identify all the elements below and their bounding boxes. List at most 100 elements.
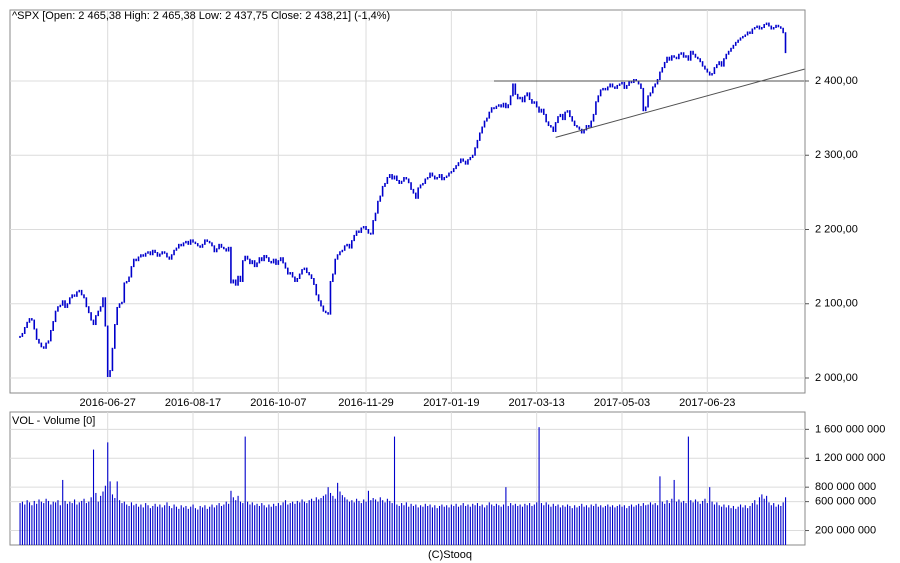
volume-bar [21,501,23,545]
candle [398,179,400,184]
candle [391,174,393,180]
candle [419,184,422,189]
volume-bar [187,508,189,545]
candle [367,228,370,234]
candle [149,251,152,256]
candle [38,338,40,344]
candle [374,212,377,222]
candle [742,35,744,39]
volume-bar [713,504,716,545]
candle [151,249,154,256]
candle [258,257,261,264]
candle [305,267,308,274]
candle [239,275,242,282]
volume-bar [254,505,256,545]
volume-bar [702,500,704,545]
candle [673,55,675,58]
volume-bar [348,501,351,545]
candle [635,79,637,82]
candle [576,125,578,128]
candle [573,120,576,127]
candle [715,64,718,69]
volume-bar [548,504,550,545]
volume-bar [201,507,204,545]
volume-bar [619,504,621,545]
volume-bar [55,502,57,545]
candle [538,106,540,113]
candle [488,111,491,119]
volume-title: VOL - Volume [0] [12,415,95,427]
candle [213,245,216,253]
volume-bar [31,505,33,545]
candle [173,249,175,256]
volume-bar [83,498,85,545]
candle [199,245,201,248]
candle [746,31,749,36]
candle [706,68,709,73]
volume-bar [119,500,121,545]
volume-bar [363,499,365,545]
candle [218,243,220,250]
candle [118,303,121,308]
candle [128,276,130,282]
volume-bar [40,501,42,545]
candle [31,318,33,321]
volume-bar [536,502,538,545]
candle [654,83,656,88]
candle [694,53,697,58]
price-panel [9,9,806,394]
volume-bar [446,505,448,545]
volume-bar [780,505,782,545]
candle [185,240,187,244]
candle [111,347,114,372]
volume-bar [296,500,298,545]
candle [528,92,531,101]
candle [609,83,611,88]
volume-bar [623,505,625,545]
volume-bar [704,498,706,545]
volume-bar [401,503,403,545]
volume-bar [308,500,310,545]
volume-bar [92,449,95,545]
volume-bar [488,502,490,545]
volume-bar [690,500,692,545]
candle [320,300,322,307]
volume-bar [78,502,80,545]
volume-bar [559,507,561,545]
volume-bar [564,506,566,545]
candle [450,171,453,174]
candle [680,52,683,55]
volume-bar [116,481,118,545]
volume-bar [209,506,211,545]
volume-bar [484,507,486,545]
candle [384,182,386,187]
volume-bar [329,492,332,545]
candle [500,104,502,108]
volume-bar [638,503,640,545]
candle [90,312,92,321]
volume-bar [507,505,509,545]
volume-bar [429,504,431,545]
volume-bar [455,503,457,545]
volume-bar [505,487,507,545]
volume-bar [502,504,505,545]
volume-bar [166,502,168,545]
candle [400,180,403,184]
volume-panel [9,411,806,546]
x-tick-label: 2016-11-29 [338,397,393,409]
candle [737,39,739,43]
volume-bar [38,499,40,545]
candle [116,306,118,326]
volume-bar [621,506,623,545]
volume-bar [391,503,393,545]
volume-bar [306,503,308,545]
y-tick-label: 200 000 000 [815,524,876,536]
candle [554,122,557,132]
candle [163,251,166,254]
candle [490,107,493,113]
x-tick-label: 2016-08-17 [165,397,221,409]
volume-bar [223,504,225,545]
candle [97,310,100,317]
x-tick-label: 2017-06-23 [679,397,735,409]
volume-bar [578,505,580,545]
